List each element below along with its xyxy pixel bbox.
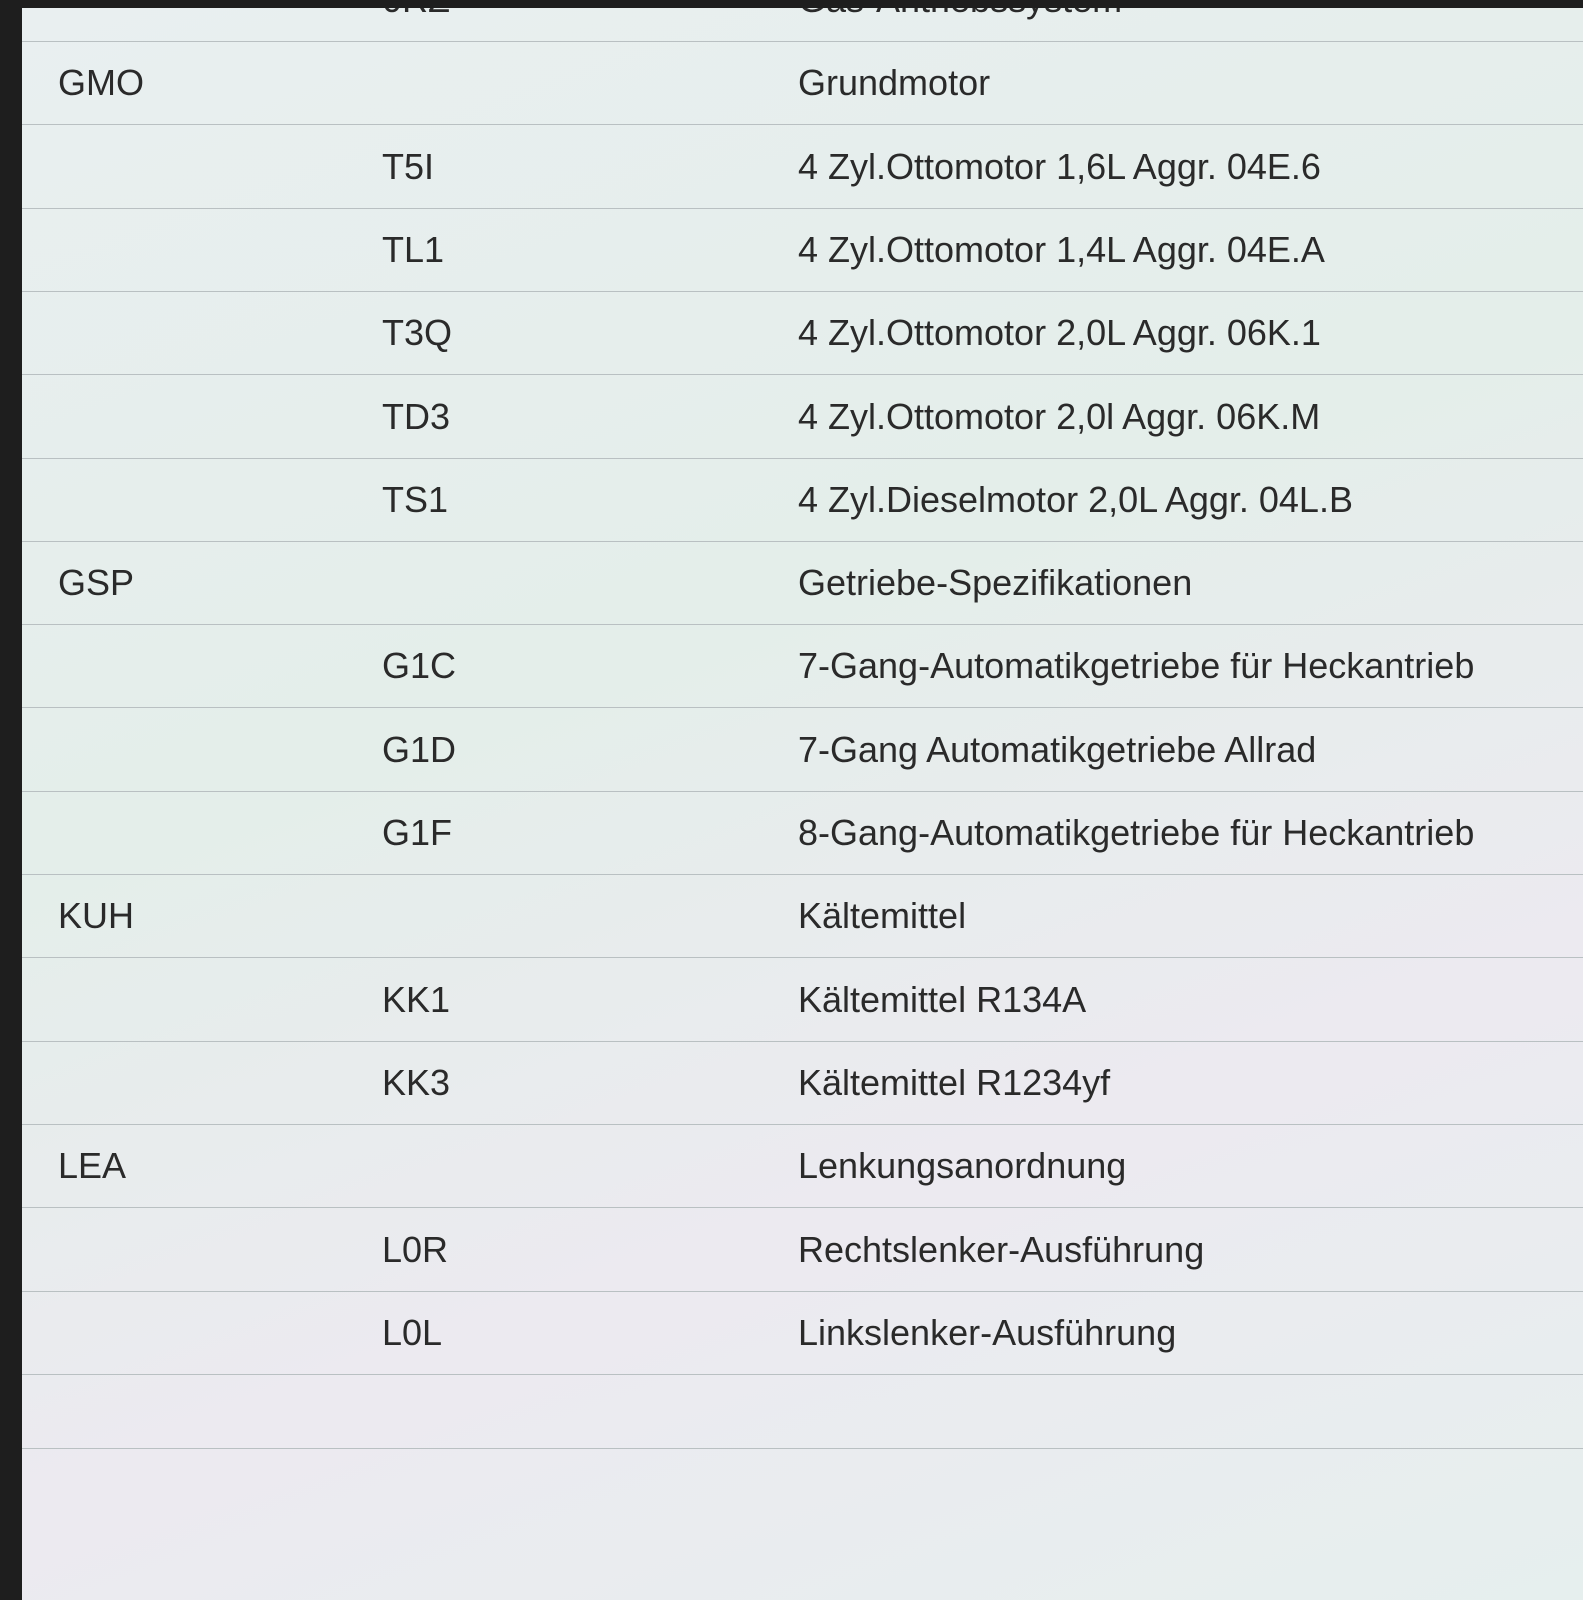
table-row: TL1 4 Zyl.Ottomotor 1,4L Aggr. 04E.A	[22, 208, 1583, 292]
description: Rechtslenker-Ausführung	[798, 1228, 1205, 1270]
table-row: T5I 4 Zyl.Ottomotor 1,6L Aggr. 04E.6	[22, 125, 1583, 209]
group-code: LEA	[58, 1145, 127, 1187]
description: Kältemittel	[798, 895, 967, 937]
option-code: TL1	[382, 228, 445, 270]
description: Grundmotor	[798, 62, 991, 104]
option-code: TD3	[382, 395, 451, 437]
table-row: L0L Linkslenker-Ausführung	[22, 1291, 1583, 1375]
description: 7-Gang Automatikgetriebe Allrad	[798, 728, 1317, 770]
table-row: LEA Lenkungsanordnung	[22, 1124, 1583, 1209]
table-row: TD3 4 Zyl.Ottomotor 2,0l Aggr. 06K.M	[22, 375, 1583, 459]
table-row: KK1 Kältemittel R134A	[22, 958, 1583, 1042]
description: 4 Zyl.Ottomotor 2,0L Aggr. 06K.1	[798, 312, 1321, 354]
table-row: KK3 Kältemittel R1234yf	[22, 1041, 1583, 1125]
description: 8-Gang-Automatikgetriebe für Heckantrieb	[798, 812, 1475, 853]
description: 4 Zyl.Ottomotor 1,6L Aggr. 04E.6	[798, 145, 1321, 187]
option-code: G1D	[382, 728, 457, 770]
option-code: L0L	[382, 1311, 443, 1353]
description: Gas-Antriebssystem	[798, 8, 1122, 41]
table-row: T3Q 4 Zyl.Ottomotor 2,0L Aggr. 06K.1	[22, 291, 1583, 376]
description: Kältemittel R1234yf	[798, 1061, 1111, 1103]
table-row: G1F 8-Gang-Automatikgetriebe für Heckantr…	[22, 791, 1583, 875]
table-row: L0R Rechtslenker-Ausführung	[22, 1208, 1583, 1292]
description: 7-Gang-Automatikgetriebe für Heckantrieb	[798, 645, 1475, 687]
table-row: GMO Grundmotor	[22, 41, 1583, 126]
description: Kältemittel R134A	[798, 978, 1087, 1020]
option-code: G1F	[382, 812, 453, 853]
description: 4 Zyl.Dieselmotor 2,0L Aggr. 04L.B	[798, 478, 1353, 520]
group-code: GMO	[58, 62, 144, 104]
option-code: L0R	[382, 1228, 449, 1270]
option-code: KK1	[382, 978, 451, 1020]
screen: 0RZ Gas-Antriebssystem GMO Grundmotor T5I 4 Z…	[22, 8, 1583, 1600]
option-code: 0RZ	[382, 8, 450, 41]
option-code: T5I	[382, 145, 435, 187]
option-code: G1C	[382, 645, 457, 687]
divider	[22, 1448, 1583, 1449]
option-code: TS1	[382, 478, 449, 520]
group-code: KUH	[58, 895, 135, 937]
description: Linkslenker-Ausführung	[798, 1311, 1177, 1353]
description: 4 Zyl.Ottomotor 1,4L Aggr. 04E.A	[798, 228, 1325, 270]
group-code: GSP	[58, 562, 135, 604]
description: 4 Zyl.Ottomotor 2,0l Aggr. 06K.M	[798, 395, 1321, 437]
table-row: TS1 4 Zyl.Dieselmotor 2,0L Aggr. 04L.B	[22, 458, 1583, 542]
description: Lenkungsanordnung	[798, 1145, 1127, 1187]
table-row: 0RZ Gas-Antriebssystem	[22, 8, 1583, 42]
table-row: G1C 7-Gang-Automatikgetriebe für Heckantr…	[22, 624, 1583, 709]
table-row: G1D 7-Gang Automatikgetriebe Allrad	[22, 708, 1583, 792]
table-row: GSP Getriebe-Spezifikationen	[22, 541, 1583, 626]
option-code: T3Q	[382, 312, 453, 354]
table-row: KUH Kältemittel	[22, 874, 1583, 959]
description: Getriebe-Spezifikationen	[798, 562, 1193, 604]
option-code: KK3	[382, 1061, 451, 1103]
